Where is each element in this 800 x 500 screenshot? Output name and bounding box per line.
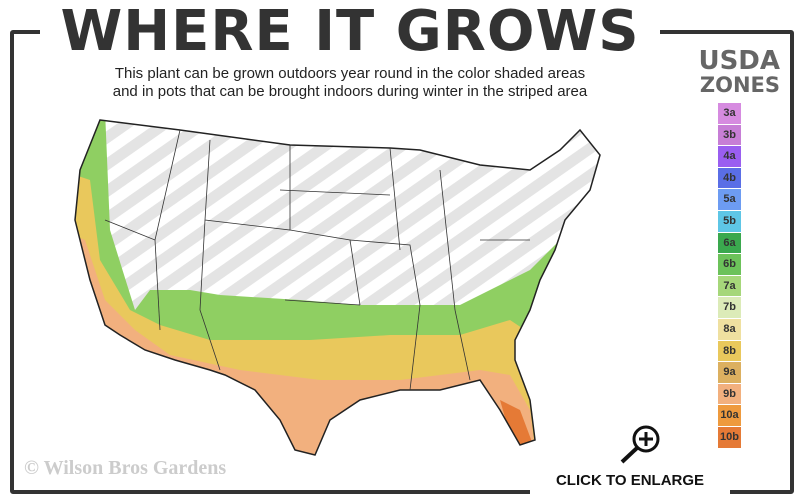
legend-title: USDA ZONES xyxy=(670,48,780,96)
us-map[interactable] xyxy=(60,110,620,490)
copyright-watermark: © Wilson Bros Gardens xyxy=(24,457,227,479)
legend-zone-8a: 8a xyxy=(718,318,741,340)
subtitle-line-2: and in pots that can be brought indoors … xyxy=(112,83,588,100)
legend-zone-9a: 9a xyxy=(718,362,741,383)
legend-zone-7b: 7b xyxy=(718,297,741,318)
enlarge-backdrop xyxy=(530,470,730,500)
legend-title-line-2: ZONES xyxy=(699,73,780,97)
legend-zone-5b: 5b xyxy=(718,210,741,232)
legend-zone-3b: 3b xyxy=(718,124,741,146)
state-borders xyxy=(104,129,530,391)
legend-zone-10a: 10a xyxy=(718,405,741,426)
click-to-enlarge-button[interactable]: CLICK TO ENLARGE xyxy=(555,472,705,489)
zoom-in-icon[interactable] xyxy=(618,424,664,464)
legend-zone-9b: 9b xyxy=(718,383,741,405)
subtitle-line-1: This plant can be grown outdoors year ro… xyxy=(114,65,586,82)
subtitle: This plant can be grown outdoors year ro… xyxy=(40,65,660,101)
legend-zone-3a: 3a xyxy=(718,103,741,124)
legend-title-line-1: USDA xyxy=(698,46,780,76)
legend-zone-4b: 4b xyxy=(718,167,741,189)
zone-legend: 3a 3b 4a 4b 5a 5b 6a 6b 7a 7b 8a 8b 9a 9b 10a 10b xyxy=(718,103,741,449)
title-backdrop xyxy=(40,20,660,40)
legend-zone-6b: 6b xyxy=(718,254,741,275)
legend-zone-8b: 8b xyxy=(718,340,741,362)
legend-zone-10b: 10b xyxy=(718,426,741,448)
legend-zone-6a: 6a xyxy=(718,232,741,254)
legend-zone-5a: 5a xyxy=(718,189,741,210)
legend-zone-7a: 7a xyxy=(718,275,741,297)
page-title: WHERE IT GROWS xyxy=(60,0,640,64)
legend-zone-4a: 4a xyxy=(718,146,741,167)
